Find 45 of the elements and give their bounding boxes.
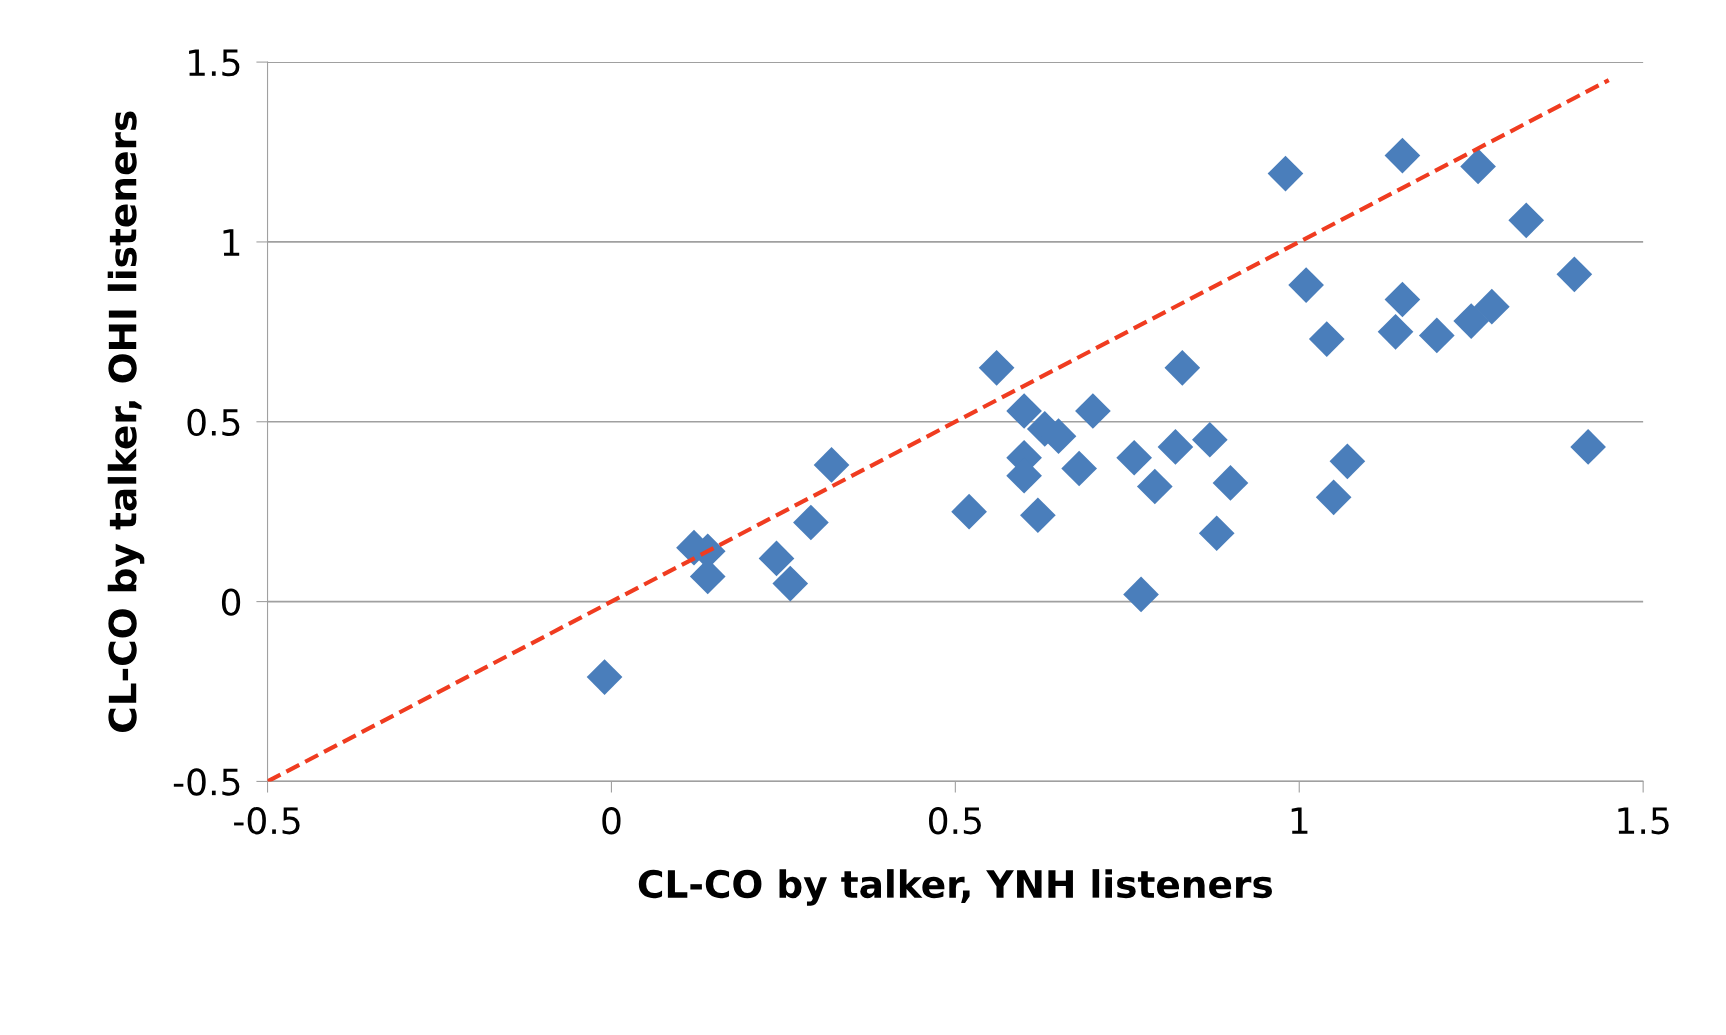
point xyxy=(1212,465,1249,501)
point xyxy=(1164,349,1201,386)
point xyxy=(1453,303,1490,339)
point xyxy=(1384,281,1421,318)
point xyxy=(1329,443,1366,480)
point xyxy=(1460,148,1496,185)
y-tick-label: 0.5 xyxy=(187,408,240,436)
point xyxy=(1384,137,1421,174)
point xyxy=(1116,439,1153,476)
point xyxy=(1418,317,1455,354)
x-tick-label: 1.5 xyxy=(1618,807,1669,835)
point xyxy=(1123,576,1159,613)
y-tick-label: 0 xyxy=(221,588,241,616)
point xyxy=(758,540,795,577)
point xyxy=(978,349,1015,386)
point xyxy=(1020,497,1056,534)
point xyxy=(1473,288,1510,325)
point xyxy=(1377,314,1414,350)
point xyxy=(951,493,987,530)
point xyxy=(1198,515,1235,552)
point xyxy=(1556,256,1593,293)
point xyxy=(1288,267,1324,303)
x-tick-label: 1 xyxy=(1291,807,1308,834)
x-tick-label: 0 xyxy=(602,807,621,835)
y-tick-label: 1 xyxy=(223,229,240,256)
point xyxy=(1191,421,1228,458)
point xyxy=(1267,155,1304,192)
point xyxy=(1157,429,1194,465)
point xyxy=(586,659,623,695)
y-tick-label: -0.5 xyxy=(173,768,240,796)
point xyxy=(1308,321,1345,357)
point xyxy=(813,447,850,483)
point xyxy=(1136,468,1173,505)
point xyxy=(1315,479,1352,516)
point xyxy=(1075,393,1111,429)
point xyxy=(1006,393,1042,429)
point xyxy=(772,565,809,602)
point xyxy=(1508,202,1545,239)
x-tick-label: 0.5 xyxy=(929,807,981,835)
point xyxy=(1061,450,1097,487)
point xyxy=(793,504,829,541)
y-tick-label: 1.5 xyxy=(189,49,240,77)
y-axis-title: CL-CO by talker, OHI listeners xyxy=(107,111,145,732)
x-axis-title: CL-CO by talker, YNH listeners xyxy=(638,869,1272,906)
point xyxy=(1570,429,1606,465)
